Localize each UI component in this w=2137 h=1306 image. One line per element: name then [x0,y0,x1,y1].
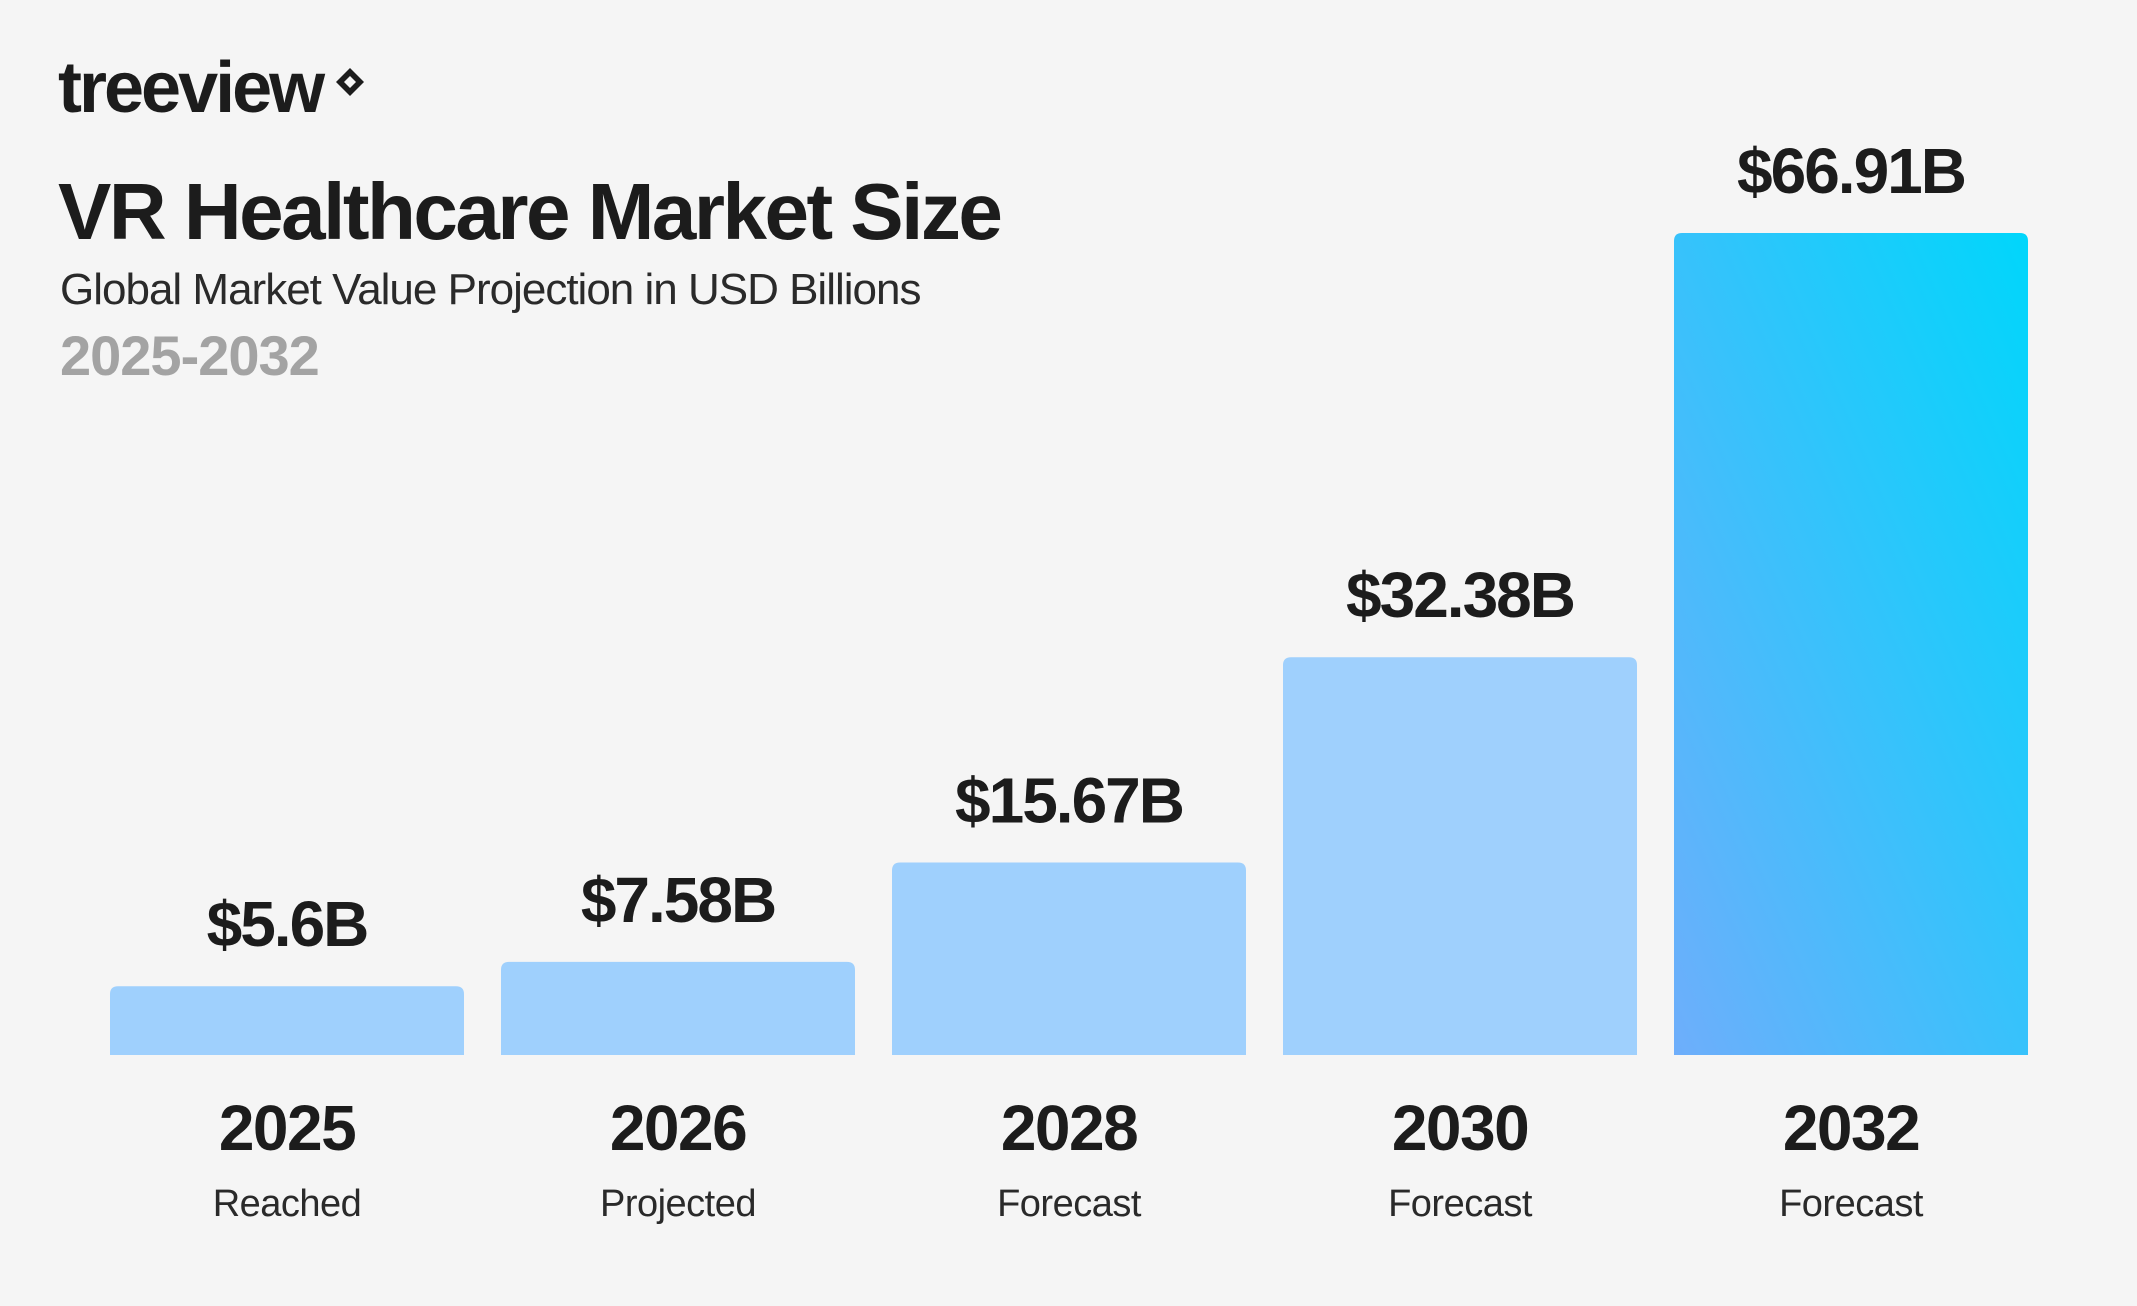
bar-2028 [892,862,1246,1055]
bar-2032 [1674,233,2028,1055]
bar-status-label: Forecast [997,1183,1142,1225]
bar-status-label: Reached [213,1183,362,1225]
bar-status-label: Forecast [1388,1183,1533,1225]
x-tick-label: 2028 [1001,1092,1137,1164]
x-tick-label: 2030 [1392,1092,1528,1164]
chart-title: VR Healthcare Market Size [58,167,1003,256]
bar-value-label: $15.67B [955,764,1183,836]
bar-2026 [501,961,855,1055]
bar-value-label: $7.58B [581,864,775,936]
bar-2030 [1283,657,1637,1055]
x-tick-label: 2032 [1783,1092,1919,1164]
bar-value-label: $5.6B [207,888,368,960]
x-tick-label: 2026 [610,1092,746,1164]
chart-period: 2025-2032 [60,324,320,387]
diamond-logo-icon [336,68,365,96]
brand-logo: treeview [58,52,366,124]
bar-status-label: Projected [600,1183,756,1225]
bar-value-label: $32.38B [1346,559,1574,631]
chart-subtitle: Global Market Value Projection in USD Bi… [60,265,921,314]
bar-2025 [110,986,464,1055]
bar-value-label: $66.91B [1737,135,1965,207]
bar-status-label: Forecast [1779,1183,1924,1225]
brand-name: treeview [58,48,325,128]
x-tick-label: 2025 [219,1092,355,1164]
